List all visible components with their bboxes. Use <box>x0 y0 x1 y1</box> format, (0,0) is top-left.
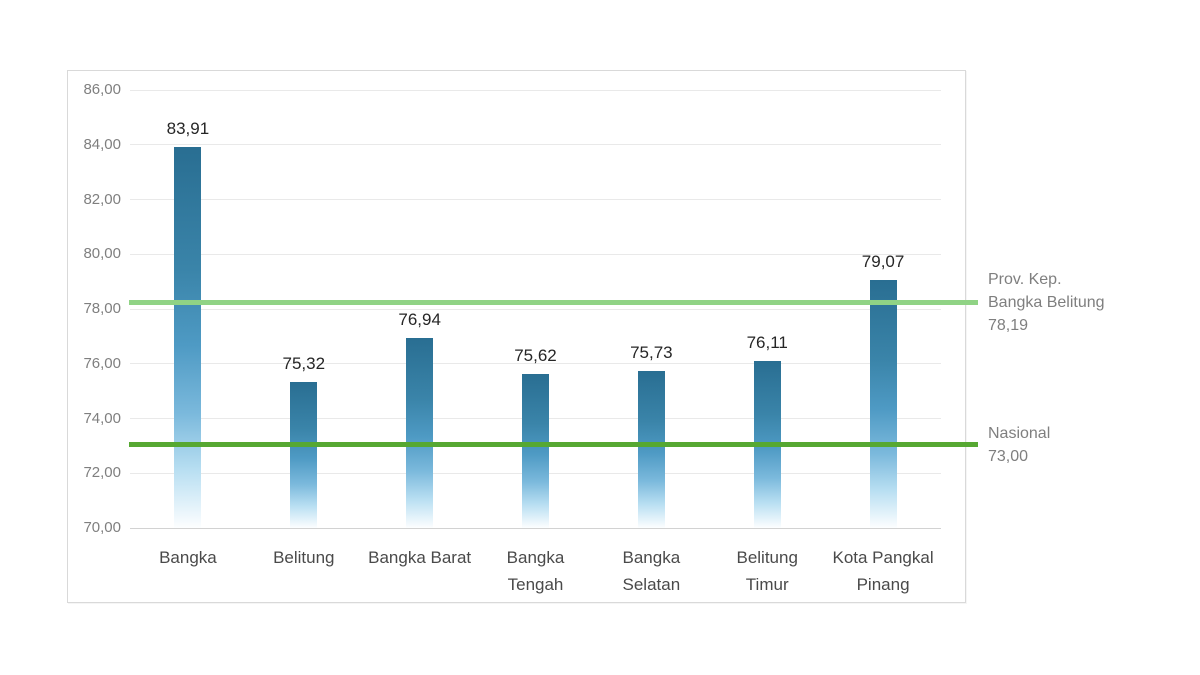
x-axis-category-label-bangka-barat: Bangka Barat <box>362 544 478 571</box>
x-axis-category-line: Bangka <box>159 548 217 567</box>
bar-value-label-belitung-timur: 76,11 <box>746 332 788 352</box>
bar-belitung <box>290 382 318 528</box>
y-axis-tick-label: 72,00 <box>83 464 121 482</box>
y-axis-tick-label: 86,00 <box>83 81 121 98</box>
x-axis-category-line: Timur <box>745 575 789 594</box>
x-axis-category-label-belitung: Belitung <box>246 544 362 571</box>
x-axis-category-line: Pinang <box>856 575 910 594</box>
gridline-78-00 <box>130 308 941 310</box>
chart-container: 83,91 75,32 76,94 75,62 75,73 76,11 79,07 86,0… <box>67 70 966 603</box>
y-axis-tick-label: 74,00 <box>83 409 121 427</box>
x-axis-category-label-bangka: Bangka <box>130 544 246 571</box>
x-axis-category-label-kota-pangkal-pinang: Kota Pangkal Pinang <box>825 544 941 598</box>
x-axis-category-line: Belitung <box>736 548 798 567</box>
y-axis-tick-label: 82,00 <box>83 190 121 208</box>
x-axis-category-label-bangka-tengah: Bangka Tengah <box>478 544 594 598</box>
bar-bangka-tengah <box>522 374 549 528</box>
bar-value-label-belitung: 75,32 <box>282 354 326 374</box>
bar-value-label-bangka: 83,91 <box>166 119 210 139</box>
bar-kota-pangkal-pinang <box>869 279 897 528</box>
gridline-84-00 <box>130 144 941 146</box>
y-axis-tick-label: 76,00 <box>83 354 121 372</box>
bar-bangka-barat <box>406 338 434 528</box>
gridline-70-00 <box>130 527 941 529</box>
gridline-82-00 <box>130 199 941 200</box>
x-axis-category-line: Bangka <box>506 548 565 567</box>
bar-value-label-kota-pangkal-pinang: 79,07 <box>861 251 905 271</box>
x-axis-category-line: Bangka <box>622 548 681 567</box>
gridline-86-00 <box>130 89 941 91</box>
bar-value-label-bangka-selatan: 75,73 <box>630 343 673 363</box>
reference-line-label-line: 78,19 <box>988 317 1029 335</box>
y-axis-tick-label: 80,00 <box>83 245 121 263</box>
reference-line-label-line: Nasional <box>988 424 1051 442</box>
x-axis-category-line: Belitung <box>273 548 335 567</box>
plot-area: 83,91 75,32 76,94 75,62 75,73 76,11 79,07 <box>130 89 941 529</box>
x-axis-category-label-bangka-selatan: Bangka Selatan <box>593 544 709 598</box>
x-axis-category-line: Selatan <box>622 575 681 594</box>
bar-value-label-bangka-tengah: 75,62 <box>514 346 557 366</box>
x-axis-category-line: Tengah <box>507 575 564 594</box>
reference-line-label-nasional: Nasional 73,00 <box>988 422 1050 468</box>
y-axis-tick-label: 70,00 <box>83 519 121 536</box>
gridline-76-00 <box>130 363 941 365</box>
reference-line-label-line: Prov. Kep. <box>988 271 1062 289</box>
gridline-80-00 <box>130 253 941 255</box>
bar-bangka <box>174 147 202 528</box>
x-axis-category-line: Bangka Barat <box>368 548 472 567</box>
x-axis-category-label-belitung-timur: Belitung Timur <box>709 544 825 598</box>
y-axis-tick-label: 78,00 <box>83 300 121 317</box>
reference-line-label-prov-kep-bangka-belitung: Prov. Kep. Bangka Belitung 78,19 <box>988 268 1105 337</box>
y-axis-tick-label: 84,00 <box>83 135 121 153</box>
bar-value-label-bangka-barat: 76,94 <box>398 310 441 330</box>
bar-bangka-selatan <box>637 371 665 528</box>
reference-line-label-line: Bangka Belitung <box>988 294 1105 312</box>
reference-line-prov-kep-bangka-belitung <box>129 300 978 306</box>
reference-line-label-line: 73,00 <box>988 447 1029 465</box>
reference-line-nasional <box>129 442 978 448</box>
x-axis-category-line: Kota Pangkal <box>832 548 934 567</box>
